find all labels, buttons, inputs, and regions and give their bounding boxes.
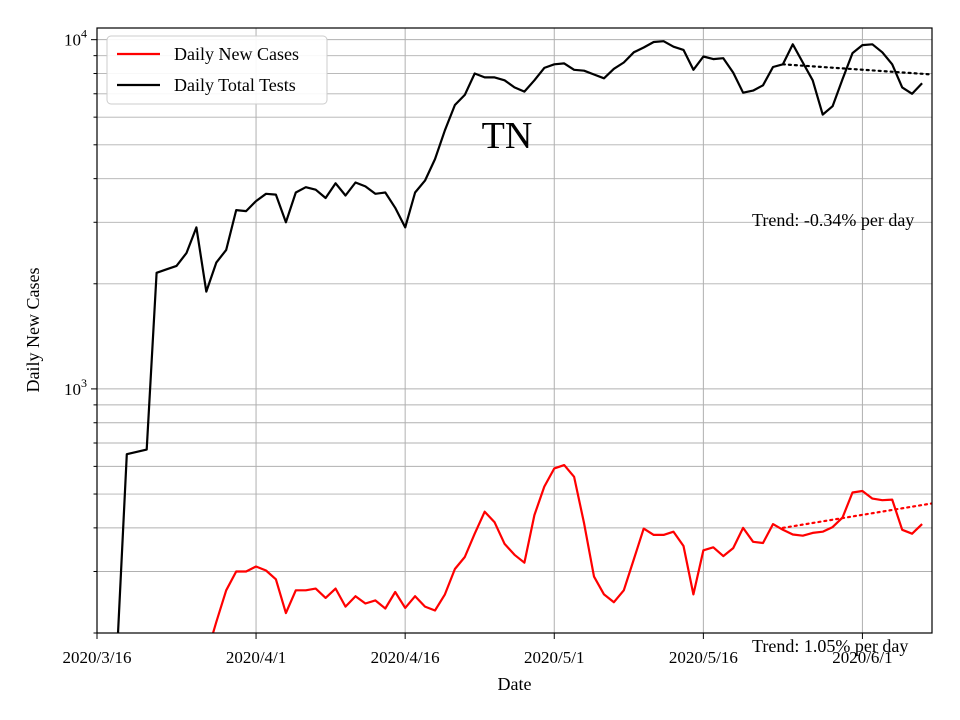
y-tick-label: 104: [64, 27, 87, 50]
series-layer: [116, 40, 932, 633]
cases-trend-annotation: Trend: 1.05% per day: [752, 636, 908, 656]
axis-ticks: 2020/3/16 2020/4/1 2020/4/16 2020/5/1 2020/5…: [63, 27, 893, 667]
y-axis-label: Daily New Cases: [23, 268, 43, 393]
legend-box: [106, 35, 328, 105]
state-label: TN: [482, 115, 533, 157]
y-tick-label: 103: [64, 376, 87, 399]
x-tick-label: 2020/4/1: [226, 648, 286, 667]
plot-frame: [96, 27, 933, 634]
x-tick-label: 2020/4/16: [371, 648, 440, 667]
legend: Daily New Cases Daily Total Tests: [106, 35, 328, 105]
x-tick-label: 2020/6/1: [832, 648, 892, 667]
legend-label-tests: Daily Total Tests: [174, 75, 296, 95]
series-line-daily-new-cases: [211, 464, 923, 633]
trend-line: [781, 502, 932, 529]
series-line-daily-total-tests: [116, 40, 923, 633]
legend-label-cases: Daily New Cases: [174, 44, 299, 64]
trend-line: [781, 63, 932, 76]
x-tick-label: 2020/3/16: [63, 648, 132, 667]
x-tick-label: 2020/5/1: [524, 648, 584, 667]
x-axis-label: Date: [498, 674, 532, 694]
x-tick-label: 2020/5/16: [669, 648, 738, 667]
tests-trend-annotation: Trend: -0.34% per day: [752, 210, 914, 230]
grid-lines: [96, 28, 932, 634]
